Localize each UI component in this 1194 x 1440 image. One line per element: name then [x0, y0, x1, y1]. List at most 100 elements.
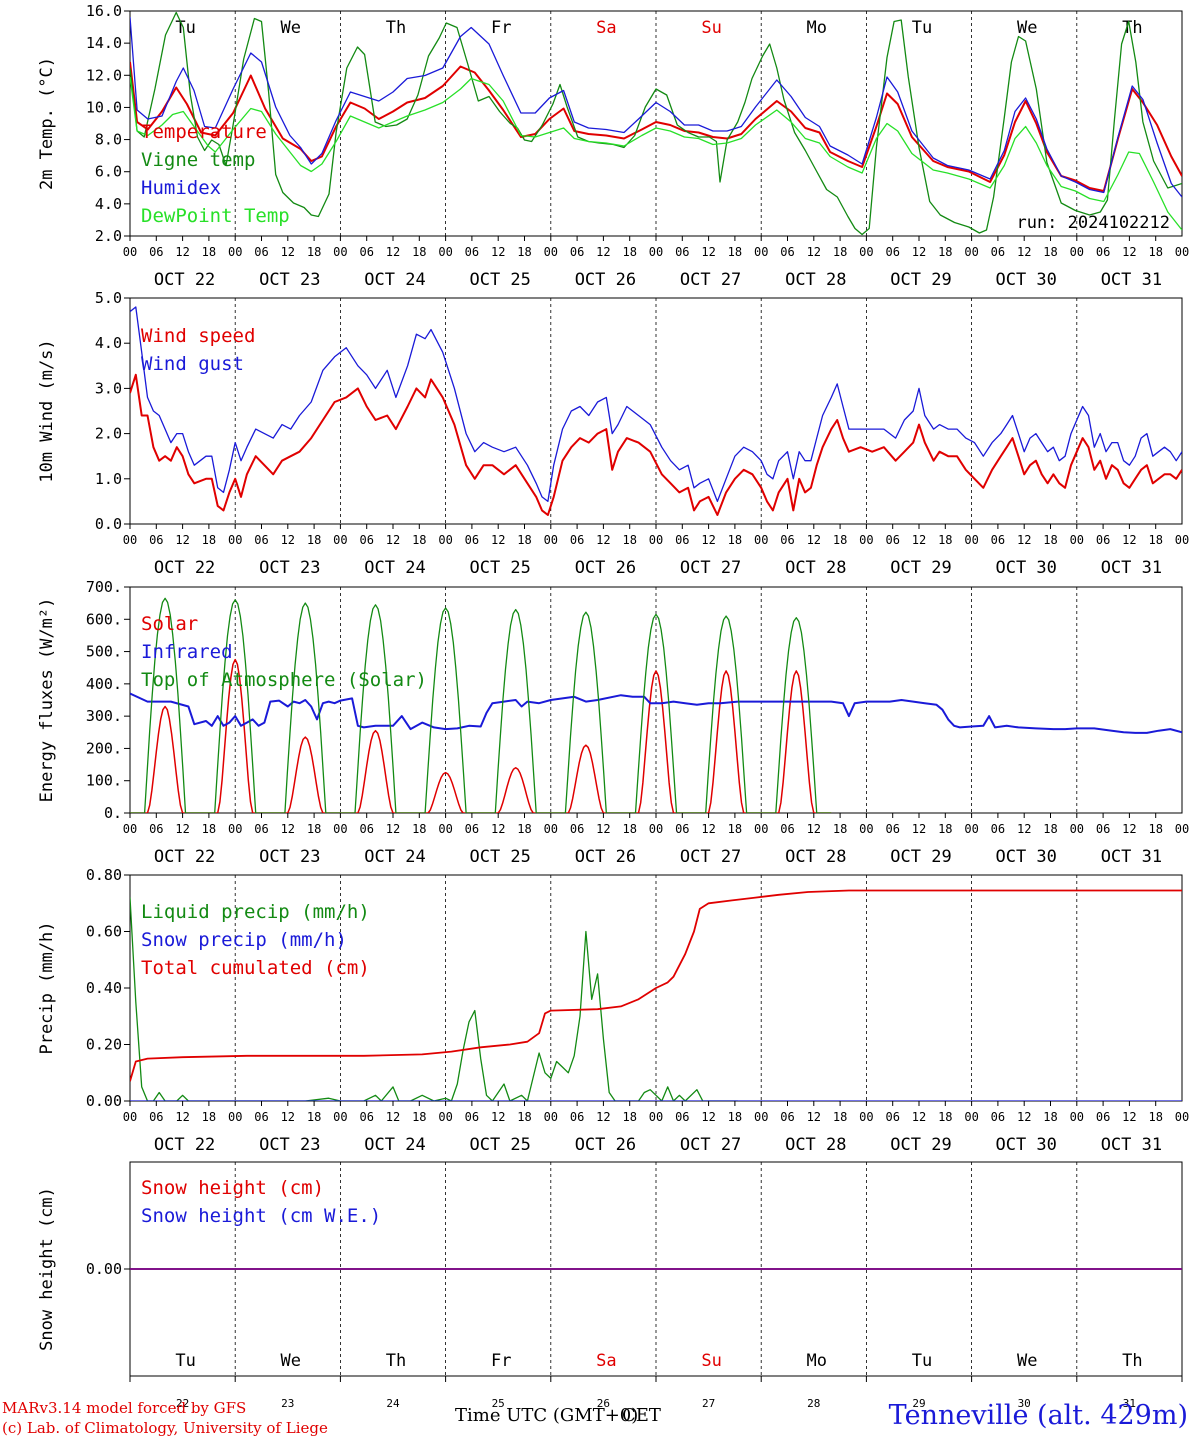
x-day-number: 31	[1123, 1397, 1136, 1410]
x-hour-label: 00	[649, 245, 663, 259]
x-hour-label: 00	[123, 1110, 137, 1124]
x-hour-label: 00	[1070, 533, 1084, 547]
x-hour-label: 06	[885, 1110, 899, 1124]
x-hour-label: 06	[254, 245, 268, 259]
series-line	[130, 373, 1182, 516]
legend-entry: Vigne temp	[141, 149, 255, 171]
x-hour-label: 18	[938, 1110, 952, 1124]
x-hour-label: 00	[228, 533, 242, 547]
x-hour-label: 06	[149, 822, 163, 836]
x-hour-label: 06	[991, 822, 1005, 836]
x-hour-label: 00	[859, 822, 873, 836]
x-hour-label: 12	[281, 822, 295, 836]
series-line	[130, 692, 1182, 734]
x-hour-label: 18	[517, 533, 531, 547]
legend-entry: Top of Atmosphere (Solar)	[141, 669, 427, 691]
x-hour-label: 06	[675, 533, 689, 547]
x-date-label: OCT 25	[469, 558, 530, 578]
x-hour-label: 12	[175, 1110, 189, 1124]
x-hour-label: 12	[386, 1110, 400, 1124]
x-hour-label: 00	[649, 533, 663, 547]
x-hour-label: 18	[412, 533, 426, 547]
x-hour-label: 06	[675, 245, 689, 259]
x-hour-label: 06	[359, 822, 373, 836]
x-hour-label: 12	[1017, 533, 1031, 547]
x-hour-label: 06	[570, 822, 584, 836]
legend-entry: Solar	[141, 613, 198, 635]
x-date-label: OCT 30	[995, 270, 1056, 290]
x-hour-label: 12	[807, 822, 821, 836]
legend-entry: Liquid precip (mm/h)	[141, 901, 370, 923]
x-date-label: OCT 26	[575, 558, 636, 578]
x-hour-label: 12	[1122, 533, 1136, 547]
y-tick-label: 0.20	[86, 1036, 122, 1054]
x-hour-label: 06	[359, 245, 373, 259]
x-hour-label: 18	[412, 245, 426, 259]
x-hour-label: 06	[675, 822, 689, 836]
x-hour-label: 12	[912, 245, 926, 259]
day-name-label: Fr	[491, 18, 511, 38]
y-tick-label: 3.0	[95, 379, 122, 397]
x-hour-label: 06	[780, 1110, 794, 1124]
y-tick-label: 0.00	[86, 1260, 122, 1278]
x-hour-label: 18	[1043, 1110, 1057, 1124]
x-hour-label: 12	[1017, 822, 1031, 836]
x-date-label: OCT 28	[785, 270, 846, 290]
x-hour-label: 06	[465, 822, 479, 836]
x-hour-label: 00	[438, 533, 452, 547]
x-hour-label: 00	[1175, 533, 1189, 547]
x-hour-label: 12	[1122, 822, 1136, 836]
x-hour-label: 12	[491, 533, 505, 547]
run-annotation: run: 2024102212	[1016, 213, 1170, 233]
x-hour-label: 06	[780, 533, 794, 547]
day-name-label: Sa	[596, 1351, 616, 1371]
x-hour-label: 12	[596, 822, 610, 836]
x-hour-label: 00	[859, 1110, 873, 1124]
x-hour-label: 18	[202, 533, 216, 547]
x-date-label: OCT 23	[259, 847, 320, 867]
x-hour-label: 00	[123, 533, 137, 547]
x-hour-label: 18	[938, 822, 952, 836]
x-date-label: OCT 23	[259, 1135, 320, 1155]
x-date-label: OCT 25	[469, 847, 530, 867]
x-date-label: OCT 30	[995, 847, 1056, 867]
x-hour-label: 00	[649, 822, 663, 836]
series-line	[130, 897, 738, 1101]
x-hour-label: 12	[1122, 1110, 1136, 1124]
x-hour-label: 18	[833, 245, 847, 259]
x-hour-label: 00	[964, 533, 978, 547]
x-hour-label: 12	[491, 245, 505, 259]
legend-entry: Snow height (cm)	[141, 1177, 324, 1199]
x-hour-label: 18	[202, 1110, 216, 1124]
x-date-label: OCT 27	[680, 558, 741, 578]
x-hour-label: 00	[123, 245, 137, 259]
x-hour-label: 12	[701, 1110, 715, 1124]
x-hour-label: 06	[991, 533, 1005, 547]
x-hour-label: 18	[1043, 245, 1057, 259]
x-hour-label: 00	[228, 822, 242, 836]
x-hour-label: 06	[991, 245, 1005, 259]
y-tick-label: 4.0	[95, 195, 122, 213]
x-hour-label: 12	[701, 245, 715, 259]
day-name-label: Th	[1122, 18, 1142, 38]
day-name-label: Sa	[596, 18, 616, 38]
y-tick-label: 10.0	[86, 98, 122, 116]
x-hour-label: 12	[491, 1110, 505, 1124]
y-tick-label: 0.00	[86, 1092, 122, 1110]
x-hour-label: 00	[1070, 1110, 1084, 1124]
x-day-number: 25	[492, 1397, 505, 1410]
x-date-label: OCT 23	[259, 270, 320, 290]
x-hour-label: 12	[912, 822, 926, 836]
x-day-number: 24	[386, 1397, 400, 1410]
x-hour-label: 18	[1043, 822, 1057, 836]
y-tick-label: 16.0	[86, 2, 122, 20]
x-hour-label: 00	[438, 245, 452, 259]
x-hour-label: 12	[175, 245, 189, 259]
x-hour-label: 18	[517, 822, 531, 836]
station-name: Tenneville (alt. 429m)	[888, 1400, 1188, 1431]
legend-entry: Wind speed	[141, 325, 255, 347]
x-hour-label: 06	[465, 533, 479, 547]
day-name-label: Tu	[175, 1351, 195, 1371]
x-date-label: OCT 22	[154, 1135, 215, 1155]
x-hour-label: 06	[254, 822, 268, 836]
